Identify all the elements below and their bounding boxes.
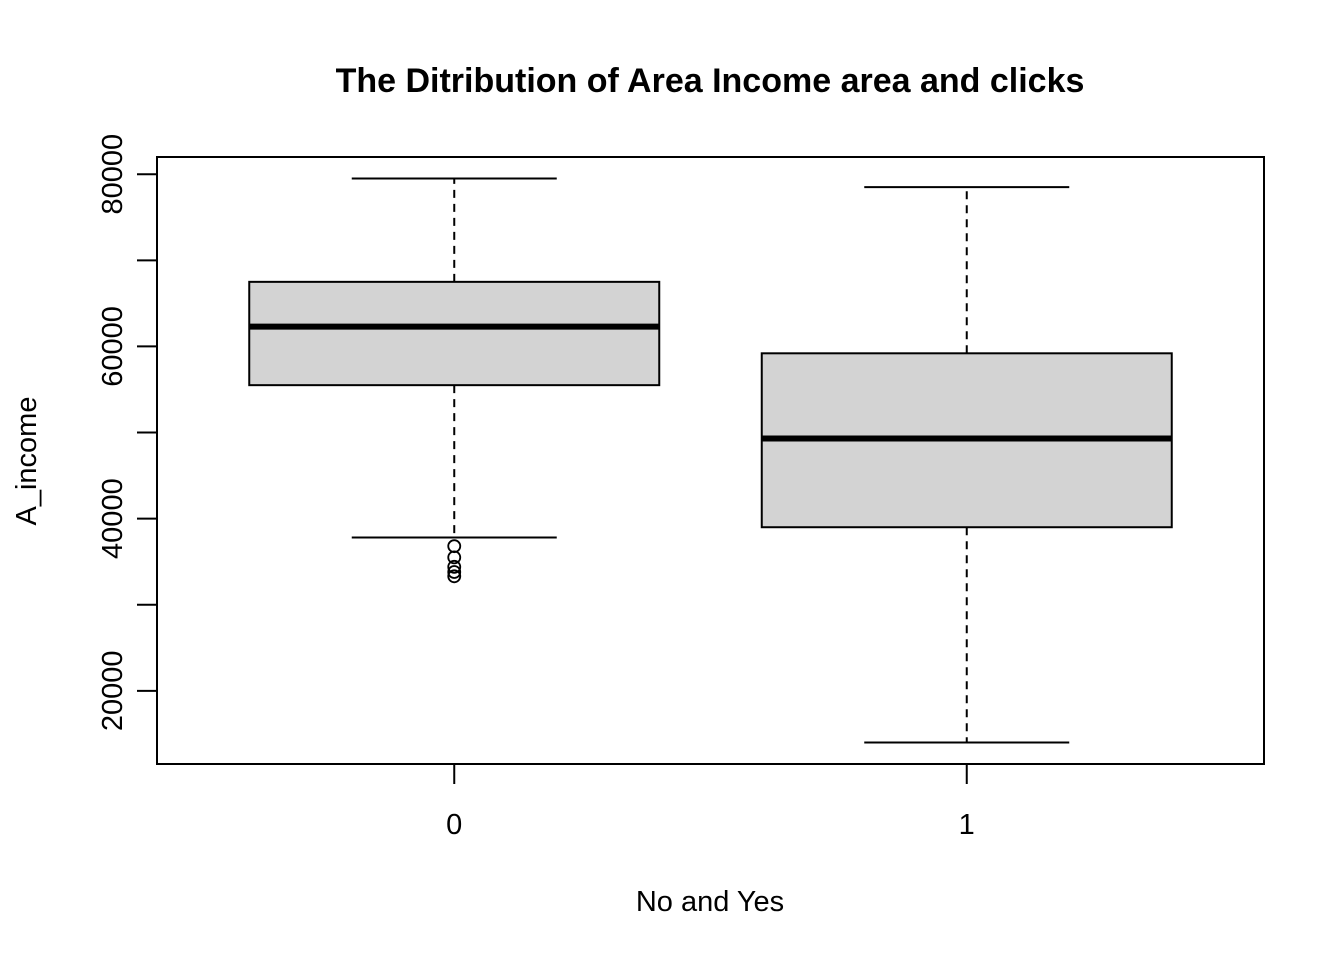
plot-frame: [156, 156, 1265, 765]
y-tick-label: 80000: [97, 134, 129, 215]
y-tick-label: 60000: [97, 306, 129, 387]
box-0: [248, 177, 661, 584]
outlier-point: [447, 550, 462, 565]
box-1: [760, 186, 1173, 744]
iqr-box: [248, 280, 661, 387]
x-tick-label: 0: [446, 809, 462, 841]
y-tick-label: 20000: [97, 650, 129, 731]
outlier-point: [447, 569, 462, 584]
outlier-point: [447, 559, 462, 574]
y-tick-label: 40000: [97, 478, 129, 559]
outlier-point: [447, 565, 462, 579]
y-axis: 20000 40000 60000 80000: [97, 134, 157, 731]
boxes-layer: [248, 177, 1173, 744]
x-axis-label: No and Yes: [636, 886, 784, 918]
chart-title: The Ditribution of Area Income area and …: [336, 62, 1085, 100]
y-axis-label: A_income: [11, 397, 43, 526]
outlier-point: [447, 539, 462, 554]
x-tick-label: 1: [959, 809, 975, 841]
